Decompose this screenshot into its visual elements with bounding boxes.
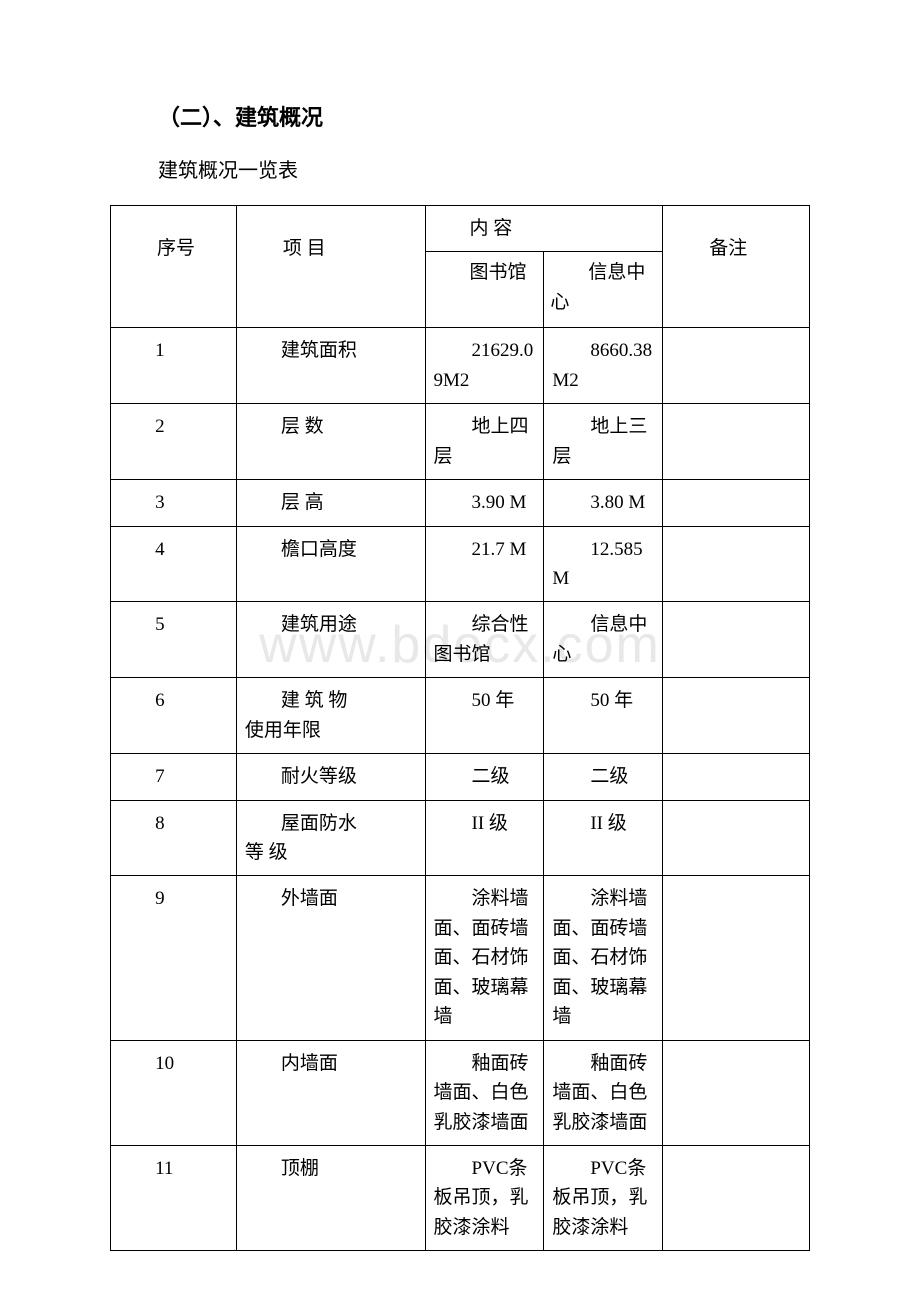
cell-note: [663, 480, 810, 526]
cell-note: [663, 678, 810, 754]
cell-item: 层 数: [236, 404, 425, 480]
cell-note: [663, 1145, 810, 1250]
cell-note: [663, 1040, 810, 1145]
cell-item: 檐口高度: [236, 526, 425, 602]
cell-note: [663, 602, 810, 678]
cell-library: II 级: [425, 800, 544, 876]
header-col1: 图书馆: [470, 262, 527, 283]
cell-seq: 7: [111, 754, 237, 800]
cell-seq: 8: [111, 800, 237, 876]
cell-seq: 3: [111, 480, 237, 526]
cell-infocenter: PVC条板吊顶，乳胶漆涂料: [544, 1145, 663, 1250]
cell-infocenter: 8660.38 M2: [544, 328, 663, 404]
cell-note: [663, 404, 810, 480]
table-row: 9外墙面涂料墙面、面砖墙面、石材饰面、玻璃幕墙涂料墙面、面砖墙面、石材饰面、玻璃…: [111, 876, 810, 1040]
cell-item: 屋面防水等 级: [236, 800, 425, 876]
cell-item: 建 筑 物使用年限: [236, 678, 425, 754]
cell-library: 涂料墙面、面砖墙面、石材饰面、玻璃幕墙: [425, 876, 544, 1040]
cell-library: 21629.09M2: [425, 328, 544, 404]
cell-library: 二级: [425, 754, 544, 800]
table-row: 6建 筑 物使用年限50 年50 年: [111, 678, 810, 754]
cell-infocenter: 地上三层: [544, 404, 663, 480]
cell-library: 地上四层: [425, 404, 544, 480]
cell-seq: 6: [111, 678, 237, 754]
cell-note: [663, 754, 810, 800]
table-row: 11顶棚PVC条板吊顶，乳胶漆涂料PVC条板吊顶，乳胶漆涂料: [111, 1145, 810, 1250]
cell-item: 建筑面积: [236, 328, 425, 404]
header-content: 内 容: [470, 218, 513, 239]
cell-note: [663, 876, 810, 1040]
table-row: 4檐口高度21.7 M12.585 M: [111, 526, 810, 602]
cell-item: 顶棚: [236, 1145, 425, 1250]
cell-infocenter: 信息中心: [544, 602, 663, 678]
table-row: 3层 高3.90 M3.80 M: [111, 480, 810, 526]
cell-item: 内墙面: [236, 1040, 425, 1145]
cell-note: [663, 526, 810, 602]
header-col2: 信息中心: [550, 262, 645, 312]
cell-note: [663, 800, 810, 876]
cell-seq: 11: [111, 1145, 237, 1250]
cell-infocenter: 50 年: [544, 678, 663, 754]
cell-library: PVC条板吊顶，乳胶漆涂料: [425, 1145, 544, 1250]
cell-infocenter: 二级: [544, 754, 663, 800]
table-header-row: 序号 项 目 内 容 备注: [111, 206, 810, 252]
table-row: 2层 数地上四层地上三层: [111, 404, 810, 480]
cell-seq: 9: [111, 876, 237, 1040]
header-seq: 序号: [157, 238, 195, 259]
cell-note: [663, 328, 810, 404]
table-row: 8屋面防水等 级II 级II 级: [111, 800, 810, 876]
cell-infocenter: II 级: [544, 800, 663, 876]
header-item: 项 目: [283, 238, 326, 259]
table-title: 建筑概况一览表: [158, 154, 810, 183]
cell-infocenter: 12.585 M: [544, 526, 663, 602]
cell-library: 50 年: [425, 678, 544, 754]
cell-library: 综合性图书馆: [425, 602, 544, 678]
table-row: 10内墙面釉面砖墙面、白色乳胶漆墙面釉面砖墙面、白色乳胶漆墙面: [111, 1040, 810, 1145]
building-overview-table: 序号 项 目 内 容 备注 图书馆: [110, 205, 810, 1251]
cell-item: 外墙面: [236, 876, 425, 1040]
cell-item: 建筑用途: [236, 602, 425, 678]
cell-infocenter: 3.80 M: [544, 480, 663, 526]
cell-seq: 4: [111, 526, 237, 602]
header-note: 备注: [709, 238, 747, 259]
table-row: 5建筑用途综合性图书馆信息中心: [111, 602, 810, 678]
cell-library: 釉面砖墙面、白色乳胶漆墙面: [425, 1040, 544, 1145]
cell-seq: 10: [111, 1040, 237, 1145]
cell-seq: 1: [111, 328, 237, 404]
cell-seq: 5: [111, 602, 237, 678]
cell-library: 21.7 M: [425, 526, 544, 602]
cell-item: 层 高: [236, 480, 425, 526]
cell-item: 耐火等级: [236, 754, 425, 800]
cell-infocenter: 釉面砖墙面、白色乳胶漆墙面: [544, 1040, 663, 1145]
cell-seq: 2: [111, 404, 237, 480]
table-row: 7耐火等级二级二级: [111, 754, 810, 800]
cell-library: 3.90 M: [425, 480, 544, 526]
cell-infocenter: 涂料墙面、面砖墙面、石材饰面、玻璃幕墙: [544, 876, 663, 1040]
table-row: 1建筑面积21629.09M28660.38 M2: [111, 328, 810, 404]
section-heading: （二）、建筑概况: [158, 100, 810, 132]
